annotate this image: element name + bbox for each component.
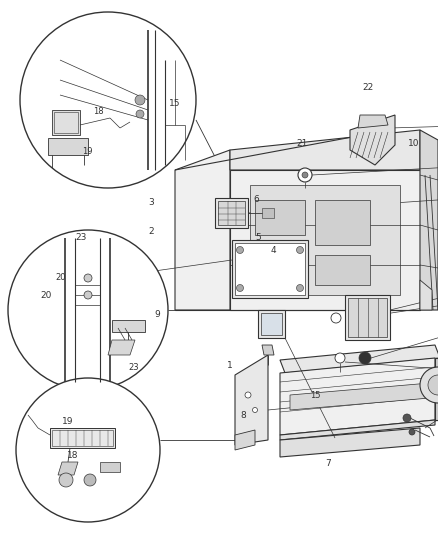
Circle shape bbox=[403, 414, 411, 422]
Text: 19: 19 bbox=[62, 417, 74, 425]
Circle shape bbox=[59, 473, 73, 487]
Polygon shape bbox=[100, 462, 120, 472]
Text: 9: 9 bbox=[155, 310, 161, 319]
Polygon shape bbox=[235, 430, 255, 450]
Text: 15: 15 bbox=[170, 100, 181, 108]
Text: 20: 20 bbox=[40, 292, 52, 300]
Circle shape bbox=[297, 246, 304, 254]
Circle shape bbox=[302, 172, 308, 178]
Polygon shape bbox=[215, 198, 248, 228]
Polygon shape bbox=[218, 201, 245, 225]
Polygon shape bbox=[232, 240, 308, 298]
Polygon shape bbox=[258, 310, 285, 338]
Circle shape bbox=[335, 353, 345, 363]
Polygon shape bbox=[235, 243, 305, 295]
Text: 15: 15 bbox=[310, 391, 321, 400]
Text: 23: 23 bbox=[128, 364, 138, 373]
Circle shape bbox=[245, 392, 251, 398]
Text: 5: 5 bbox=[255, 233, 261, 241]
Circle shape bbox=[84, 474, 96, 486]
Bar bbox=[315, 255, 370, 285]
Polygon shape bbox=[262, 345, 274, 355]
Circle shape bbox=[84, 274, 92, 282]
Text: 20: 20 bbox=[55, 273, 66, 282]
Circle shape bbox=[8, 230, 168, 390]
Polygon shape bbox=[348, 298, 387, 337]
Polygon shape bbox=[280, 420, 435, 440]
Polygon shape bbox=[52, 110, 80, 135]
Polygon shape bbox=[435, 358, 438, 420]
Circle shape bbox=[420, 367, 438, 403]
Circle shape bbox=[428, 375, 438, 395]
Text: 19: 19 bbox=[82, 148, 92, 157]
Bar bbox=[315, 200, 370, 245]
Polygon shape bbox=[175, 150, 230, 310]
Polygon shape bbox=[112, 320, 145, 332]
Circle shape bbox=[136, 110, 144, 118]
Circle shape bbox=[20, 12, 196, 188]
Circle shape bbox=[359, 352, 371, 364]
Circle shape bbox=[84, 291, 92, 299]
Circle shape bbox=[252, 408, 258, 413]
Polygon shape bbox=[230, 170, 420, 310]
Circle shape bbox=[298, 168, 312, 182]
Text: 2: 2 bbox=[148, 228, 154, 236]
Polygon shape bbox=[261, 313, 282, 335]
Text: 6: 6 bbox=[253, 196, 259, 204]
Polygon shape bbox=[280, 358, 435, 435]
Polygon shape bbox=[358, 115, 388, 128]
Circle shape bbox=[237, 285, 244, 292]
Polygon shape bbox=[345, 295, 390, 340]
Polygon shape bbox=[230, 130, 420, 170]
Text: 21: 21 bbox=[297, 140, 308, 148]
Polygon shape bbox=[280, 345, 438, 373]
Polygon shape bbox=[50, 428, 115, 448]
Polygon shape bbox=[48, 138, 88, 155]
Text: 22: 22 bbox=[362, 84, 374, 92]
Text: 18: 18 bbox=[93, 108, 104, 117]
Polygon shape bbox=[350, 115, 395, 165]
Circle shape bbox=[16, 378, 160, 522]
Polygon shape bbox=[420, 130, 438, 310]
Bar bbox=[255, 200, 305, 235]
Polygon shape bbox=[58, 462, 78, 475]
Polygon shape bbox=[108, 340, 135, 355]
Circle shape bbox=[237, 246, 244, 254]
Text: 23: 23 bbox=[75, 233, 87, 241]
Text: 3: 3 bbox=[148, 198, 154, 207]
Circle shape bbox=[135, 95, 145, 105]
Bar bbox=[262, 208, 274, 218]
Text: 4: 4 bbox=[271, 246, 276, 255]
Text: 10: 10 bbox=[408, 140, 420, 148]
Text: 8: 8 bbox=[240, 411, 246, 420]
Circle shape bbox=[297, 285, 304, 292]
Polygon shape bbox=[420, 280, 432, 310]
Polygon shape bbox=[290, 383, 430, 410]
Polygon shape bbox=[250, 185, 400, 295]
Text: 1: 1 bbox=[227, 361, 233, 369]
Circle shape bbox=[409, 429, 415, 435]
Polygon shape bbox=[235, 355, 268, 445]
Polygon shape bbox=[435, 358, 438, 420]
Circle shape bbox=[331, 313, 341, 323]
Polygon shape bbox=[280, 428, 420, 457]
Text: 7: 7 bbox=[325, 459, 332, 468]
Text: 18: 18 bbox=[67, 451, 78, 460]
